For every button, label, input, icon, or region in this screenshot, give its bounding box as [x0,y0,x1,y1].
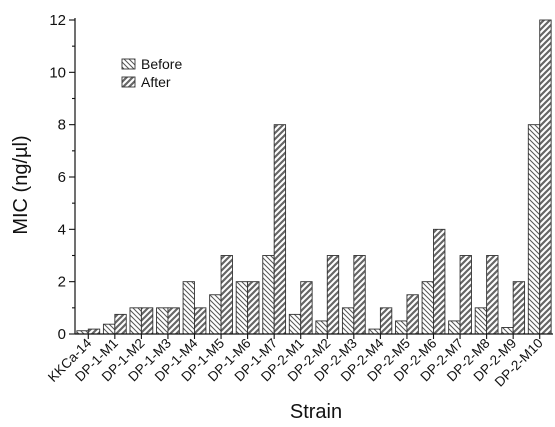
bar-after-dp-2-m8 [486,255,499,335]
bar-before-dp-1-m7 [262,255,275,335]
bar-before-dp-1-m5 [209,294,222,335]
bar-before-dp-2-m6 [421,281,434,335]
bar-after-dp-1-m5 [220,255,233,335]
bar-before-dp-1-m1 [102,323,116,335]
legend-label-after: After [141,74,171,90]
ticks-layer: KKCa-14DP-1-M1DP-1-M2DP-1-M3DP-1-M4DP-1-… [45,12,546,390]
bar-after-dp-2-m2 [326,255,340,335]
bar-before-dp-2-m8 [474,307,488,335]
bar-after-dp-2-m7 [459,255,472,335]
bar-after-dp-1-m6 [247,281,260,335]
bar-after-dp-2-m4 [379,307,393,335]
bar-before-dp-2-m3 [341,307,355,335]
bar-after-dp-2-m6 [433,228,446,335]
y-tick-label: 12 [49,12,66,29]
bar-after-dp-2-m3 [353,255,366,335]
x-axis-title: Strain [290,401,342,423]
bar-before-dp-1-m3 [156,307,169,335]
bar-before-dp-1-m4 [182,281,195,335]
legend-swatch-after [121,76,136,88]
bar-after-dp-1-m7 [273,124,287,335]
legend-label-before: Before [141,56,182,72]
y-tick-label: 4 [58,221,66,238]
bar-after-dp-2-m9 [512,281,526,335]
bar-after-dp-2-m5 [406,294,419,335]
bar-after-kkca-14 [87,328,101,335]
y-tick-label: 8 [58,117,66,134]
bar-after-dp-1-m4 [194,307,207,335]
bar-after-dp-1-m3 [167,307,180,335]
y-tick-label: 10 [49,64,66,81]
y-axis-title: MIC (ng/µl) [10,135,32,234]
bars-layer [76,19,552,335]
y-tick-label: 6 [58,169,66,186]
y-tick-label: 2 [58,274,66,291]
bar-after-dp-1-m1 [114,313,127,335]
y-tick-label: 0 [58,326,66,343]
legend-swatch-before [121,58,136,70]
bar-after-dp-1-m2 [140,307,154,335]
bar-after-dp-2-m1 [300,281,313,335]
legend: Before After [121,56,182,90]
bar-before-dp-2-m2 [315,320,328,335]
bar-before-dp-2-m9 [501,327,514,335]
bar-before-dp-2-m5 [395,320,408,335]
bar-after-dp-2-m10 [539,19,552,335]
bar-before-dp-1-m2 [129,307,142,335]
bar-before-dp-2-m4 [368,328,381,335]
bar-before-dp-1-m6 [235,281,249,335]
bar-before-dp-2-m1 [288,313,302,335]
bar-before-dp-2-m10 [527,124,541,335]
bar-before-dp-2-m7 [448,320,461,335]
